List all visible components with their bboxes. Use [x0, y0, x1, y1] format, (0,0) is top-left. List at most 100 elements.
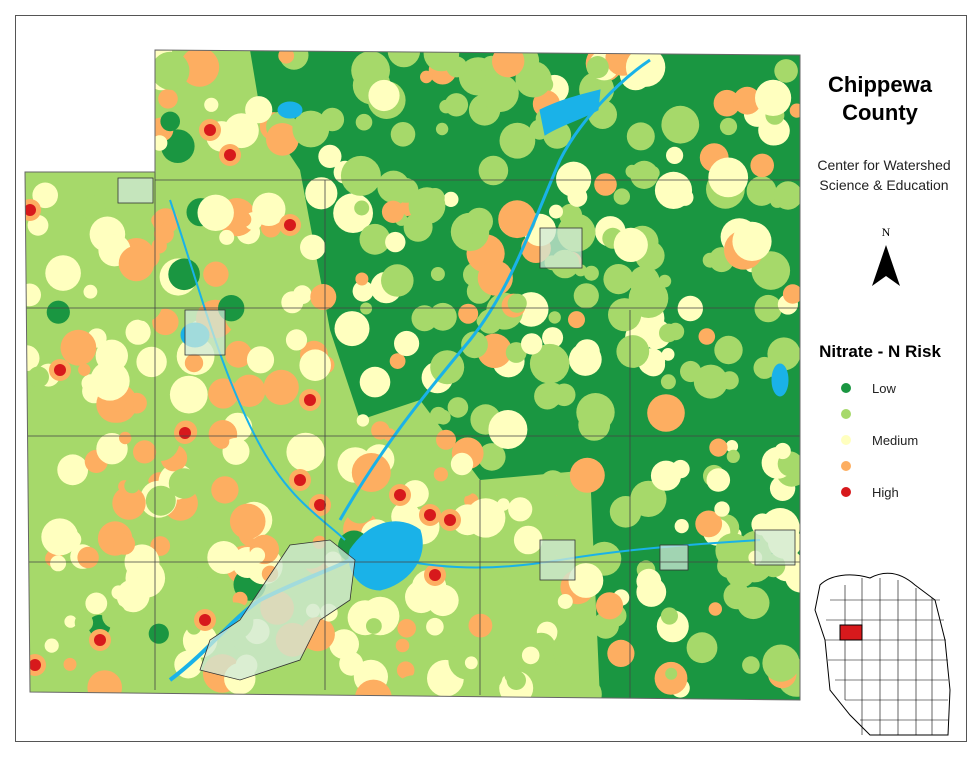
legend-swatch	[841, 461, 851, 471]
risk-blob	[355, 272, 369, 286]
risk-blob	[197, 194, 234, 231]
risk-blob	[613, 188, 630, 205]
risk-blob	[480, 74, 519, 113]
risk-blob	[160, 111, 180, 132]
risk-blob	[94, 634, 106, 646]
risk-blob	[204, 124, 216, 136]
risk-blob	[553, 636, 587, 670]
risk-blob	[136, 346, 167, 378]
risk-blob	[169, 375, 208, 414]
risk-blob	[709, 438, 728, 457]
risk-blob	[725, 440, 739, 453]
risk-blob	[785, 561, 800, 593]
risk-blob	[32, 182, 58, 209]
risk-blob	[764, 450, 779, 465]
risk-blob	[753, 356, 776, 379]
risk-blob	[224, 113, 259, 149]
risk-blob	[281, 291, 304, 314]
risk-blob	[625, 50, 666, 87]
title-line: County	[842, 100, 919, 125]
risk-blob	[782, 284, 800, 304]
risk-blob	[57, 454, 89, 486]
risk-blob	[742, 656, 760, 674]
risk-blob	[390, 122, 416, 147]
risk-blob	[567, 187, 588, 207]
risk-blob	[499, 122, 536, 159]
risk-blob	[569, 457, 605, 493]
risk-blob	[389, 353, 406, 369]
risk-blob	[608, 298, 642, 332]
risk-blob	[113, 533, 136, 555]
risk-blob	[29, 659, 41, 671]
risk-blob	[199, 614, 211, 626]
lake	[539, 89, 601, 136]
risk-blob	[660, 374, 676, 390]
risk-blob	[567, 677, 602, 700]
legend-label: Medium	[872, 433, 918, 448]
risk-blob	[246, 346, 275, 374]
risk-blob	[719, 117, 738, 136]
risk-blob	[714, 501, 730, 517]
risk-blob	[44, 638, 59, 653]
risk-blob	[450, 452, 474, 476]
risk-blob	[393, 178, 419, 203]
risk-blob	[458, 303, 479, 324]
risk-blob	[513, 525, 543, 555]
city	[539, 227, 583, 269]
risk-blob	[574, 339, 600, 365]
risk-blob	[360, 302, 373, 315]
city	[117, 177, 154, 204]
risk-blob	[359, 223, 391, 255]
risk-blob	[695, 510, 723, 538]
risk-blob	[478, 155, 509, 186]
risk-blob	[304, 394, 316, 406]
risk-blob	[726, 449, 740, 463]
risk-blob	[425, 188, 445, 208]
risk-blob	[594, 173, 617, 196]
risk-blob	[224, 149, 236, 161]
risk-blob	[25, 204, 36, 216]
risk-blob	[677, 295, 703, 322]
risk-blob	[381, 200, 405, 223]
risk-blob	[436, 429, 456, 450]
township-lines	[25, 50, 800, 700]
risk-blob	[394, 675, 432, 700]
risk-blob	[33, 586, 57, 611]
risk-blob	[607, 639, 635, 668]
risk-blob	[212, 515, 234, 537]
title-line: Chippewa	[828, 72, 933, 97]
risk-blob	[488, 410, 528, 449]
risk-blob	[542, 327, 564, 349]
risk-blob	[444, 514, 456, 526]
risk-blob	[515, 61, 552, 98]
north-label: N	[882, 225, 891, 239]
risk-blob	[249, 547, 266, 564]
risk-blob	[294, 474, 306, 486]
risk-blob	[168, 258, 200, 291]
risk-blob	[129, 288, 162, 322]
risk-blob	[568, 311, 585, 329]
risk-blob	[461, 331, 488, 359]
risk-blob	[433, 467, 448, 482]
risk-blob	[352, 280, 374, 302]
risk-blob	[626, 122, 655, 151]
risk-blob	[214, 433, 230, 449]
risk-blob	[625, 164, 639, 178]
risk-blob	[503, 558, 540, 595]
risk-blob	[665, 667, 678, 680]
risk-blob	[50, 555, 67, 572]
risk-blob	[292, 110, 330, 148]
legend-swatch	[841, 383, 851, 393]
risk-blob	[568, 563, 604, 598]
risk-blob	[399, 449, 428, 478]
risk-blob	[118, 245, 155, 282]
risk-blob	[508, 497, 533, 522]
risk-blob	[443, 191, 459, 207]
risk-blob	[125, 319, 151, 345]
risk-blob	[578, 409, 611, 441]
risk-blob	[354, 200, 370, 216]
risk-blob	[505, 342, 527, 363]
risk-blob	[83, 284, 98, 299]
risk-blob	[595, 592, 624, 620]
